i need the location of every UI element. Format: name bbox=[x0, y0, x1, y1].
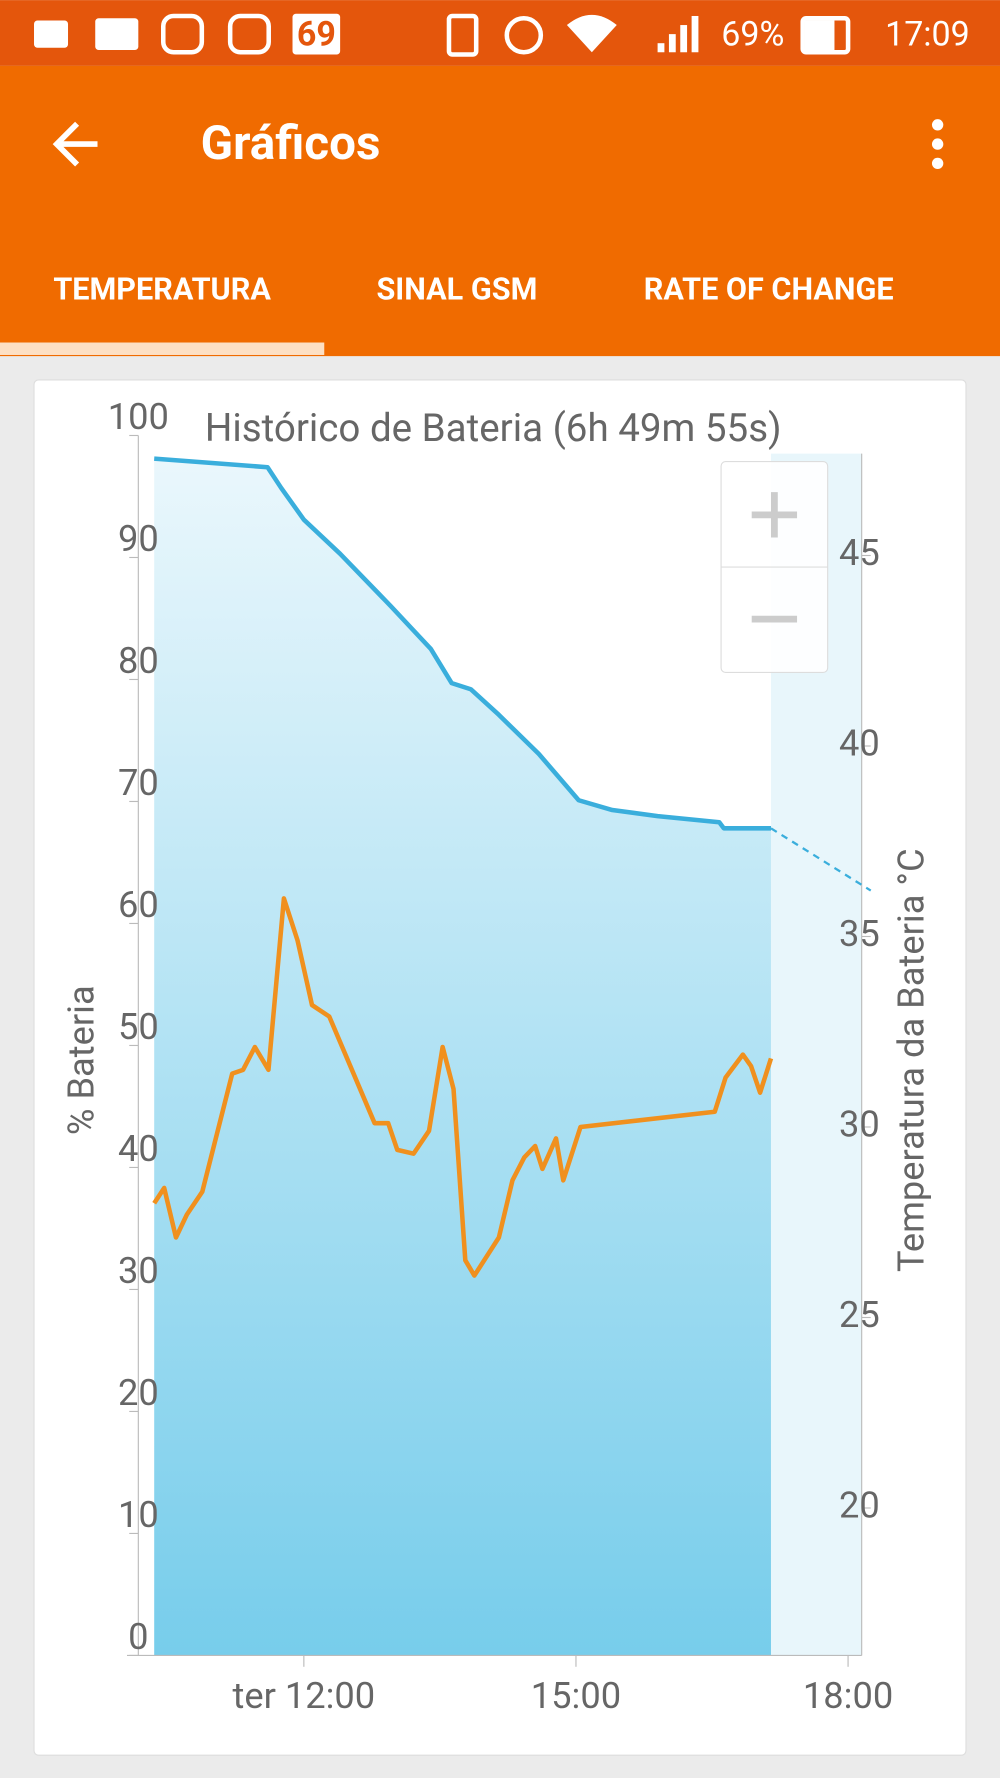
x-tick-label: 18:00 bbox=[803, 1674, 893, 1717]
y2-tick-label: 20 bbox=[839, 1484, 880, 1527]
tab[interactable]: TEMPERATURA bbox=[53, 273, 271, 308]
zoom-in[interactable] bbox=[751, 492, 798, 538]
x-tick-label: 15:00 bbox=[531, 1674, 621, 1717]
battery-percent: 69% bbox=[721, 14, 784, 54]
menu-button[interactable] bbox=[931, 119, 944, 170]
y2-axis-label: Temperatura da Bateria °C bbox=[889, 848, 932, 1272]
series-line bbox=[152, 896, 774, 1278]
badge: 69 bbox=[297, 14, 336, 54]
series-line bbox=[154, 456, 771, 831]
y-axis-label: % Bateria bbox=[59, 985, 102, 1135]
y2-tick-label: 35 bbox=[839, 912, 880, 955]
app-title: Gráficos bbox=[201, 115, 381, 171]
y-tick-label: 60 bbox=[118, 883, 159, 926]
y-tick-label: 30 bbox=[118, 1249, 159, 1292]
tab-indicator bbox=[0, 342, 325, 355]
y2-tick-label: 25 bbox=[839, 1293, 880, 1336]
y-tick-label: 0 bbox=[128, 1615, 148, 1658]
y-tick-label: 10 bbox=[118, 1493, 159, 1536]
y-tick-label: 20 bbox=[118, 1371, 159, 1414]
y-tick-label: 90 bbox=[118, 517, 159, 560]
back-button[interactable] bbox=[52, 121, 98, 167]
zoom-controls bbox=[720, 460, 829, 674]
y-tick-label: 50 bbox=[118, 1005, 159, 1048]
y2-tick-label: 30 bbox=[839, 1103, 880, 1146]
y-tick-label: 100 bbox=[108, 395, 169, 438]
x-tick-label: ter 12:00 bbox=[233, 1674, 376, 1717]
y2-tick-label: 45 bbox=[839, 531, 880, 574]
y-tick-label: 80 bbox=[118, 639, 159, 682]
app-bar bbox=[0, 65, 1000, 357]
tab[interactable]: SINAL GSM bbox=[376, 273, 537, 308]
area-fill bbox=[154, 458, 771, 1656]
tab[interactable]: RATE OF CHANGE bbox=[644, 273, 894, 308]
chart-title: Histórico de Bateria (6h 49m 55s) bbox=[205, 406, 782, 451]
y-tick-label: 70 bbox=[118, 761, 159, 804]
status-icons bbox=[34, 13, 851, 57]
y-tick-label: 40 bbox=[118, 1127, 159, 1170]
clock: 17:09 bbox=[885, 14, 970, 54]
y2-tick-label: 40 bbox=[839, 722, 880, 765]
